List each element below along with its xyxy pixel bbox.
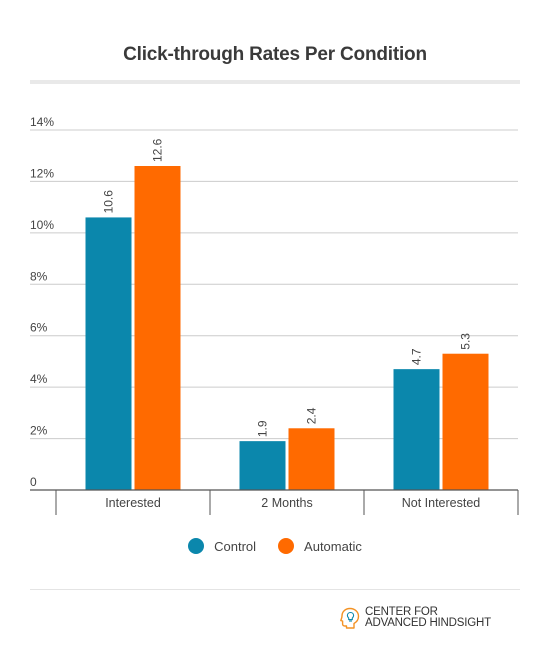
bar-chart: 02%4%6%8%10%12%14% 10.612.61.92.44.75.3 …	[30, 115, 519, 515]
bar-automatic-2	[442, 353, 489, 490]
x-tick-label: Interested	[105, 496, 161, 510]
bar-control-2	[393, 369, 440, 490]
y-tick-label: 8%	[30, 269, 48, 283]
bars	[85, 166, 489, 490]
x-axis: Interested 2 Months Not Interested	[30, 489, 519, 515]
y-tick-label: 6%	[30, 321, 48, 335]
brand-line-2: ADVANCED HINDSIGHT	[365, 617, 491, 629]
y-tick-label: 0	[30, 475, 37, 489]
title-divider	[30, 80, 520, 84]
legend: Control Automatic	[0, 538, 550, 554]
y-tick-label: 12%	[30, 166, 54, 180]
legend-item-automatic: Automatic	[278, 538, 362, 554]
brand-logo: CENTER FOR ADVANCED HINDSIGHT	[340, 606, 491, 629]
data-label: 5.3	[459, 333, 473, 350]
legend-label: Control	[214, 538, 257, 554]
data-label: 10.6	[102, 190, 116, 214]
footer-divider	[30, 589, 520, 590]
data-label: 1.9	[256, 420, 270, 437]
y-tick-label: 14%	[30, 115, 54, 129]
y-tick-labels: 0 2% 4% 6% 8% 10% 12% 14%	[30, 115, 54, 489]
legend-swatch	[278, 538, 295, 554]
legend-item-control: Control	[188, 538, 256, 554]
brand-wordmark: CENTER FOR ADVANCED HINDSIGHT	[365, 606, 491, 629]
head-lightbulb-icon	[340, 607, 360, 629]
y-tick-label: 2%	[30, 424, 48, 438]
x-tick-label: 2 Months	[261, 496, 312, 510]
y-tick-label: 4%	[30, 372, 48, 386]
data-label: 2.4	[305, 407, 319, 424]
bar-control-0	[85, 217, 132, 490]
x-tick-label: Not Interested	[402, 496, 481, 510]
y-tick-label: 10%	[30, 218, 54, 232]
data-label: 4.7	[410, 348, 424, 365]
bar-automatic-0	[134, 166, 181, 490]
legend-label: Automatic	[304, 538, 362, 554]
legend-swatch	[188, 538, 205, 554]
bar-automatic-1	[288, 428, 335, 490]
brand-line-1: CENTER FOR	[365, 606, 438, 618]
chart-title: Click-through Rates Per Condition	[123, 44, 427, 65]
data-label: 12.6	[151, 138, 165, 162]
bar-control-1	[239, 441, 286, 490]
data-labels: 10.6 12.6 1.9 2.4 4.7 5.3	[102, 138, 473, 437]
